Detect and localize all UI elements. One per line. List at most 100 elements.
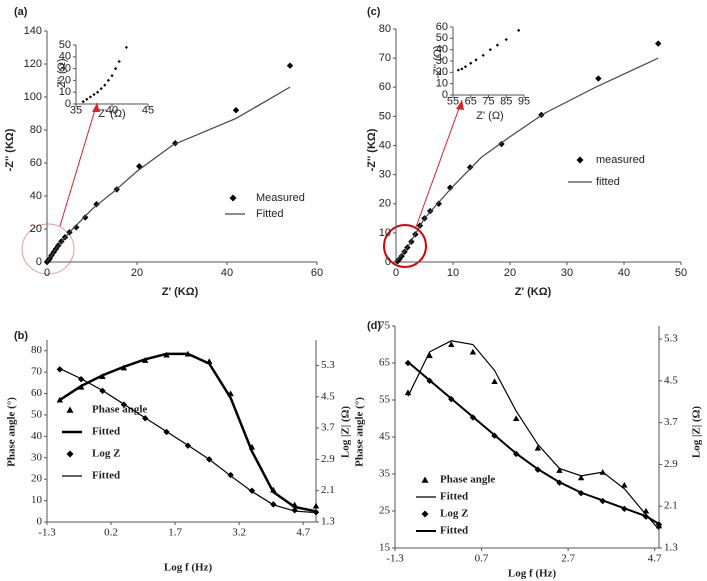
y-tick-label: 55 — [379, 394, 391, 406]
y2-tick-label: 2.1 — [321, 484, 335, 496]
legend-label: Log Z — [440, 508, 468, 520]
legend-label: Measured — [256, 192, 305, 204]
legend-key — [576, 156, 584, 164]
y2-tick-label: 5.3 — [664, 333, 678, 345]
y-tick-label: 60 — [436, 21, 448, 33]
y-axis-label: -Z'' (KΩ) — [366, 128, 378, 171]
y-tick-label: 70 — [379, 52, 391, 64]
legend-key — [421, 476, 429, 483]
x-tick-label: -1.3 — [38, 527, 56, 539]
data-point — [435, 200, 442, 207]
data-point — [466, 164, 474, 171]
x-tick-label: 30 — [561, 267, 573, 279]
x-tick-label: 65 — [465, 95, 477, 107]
data-point — [96, 90, 100, 94]
y-tick-label: 0 — [36, 256, 42, 268]
data-point — [92, 92, 96, 97]
y2-tick-label: 5.3 — [321, 359, 335, 371]
y-tick-label: 20 — [31, 473, 43, 485]
panel-label: (c) — [367, 6, 381, 18]
y-tick-label: 40 — [436, 44, 448, 56]
data-point — [106, 78, 110, 82]
data-point — [448, 341, 455, 348]
y-tick-label: 25 — [379, 505, 391, 517]
x-tick-label: 40 — [618, 267, 630, 279]
y-tick-label: 80 — [31, 344, 43, 356]
y2-tick-label: 1.3 — [664, 542, 678, 554]
arrow-head — [92, 103, 100, 112]
data-point — [495, 43, 499, 47]
data-point — [488, 48, 492, 52]
x-tick-label: 10 — [447, 267, 459, 279]
x-tick-label: 4.7 — [648, 553, 662, 565]
y2-tick-label: 4.5 — [321, 390, 335, 402]
data-point — [556, 467, 563, 473]
zoom-circle — [21, 223, 75, 275]
y-axis-label: -Z'' (KΩ) — [4, 128, 16, 171]
y-tick-label: 45 — [379, 431, 391, 443]
y-tick-label: 60 — [31, 387, 43, 399]
legend-label: Log Z — [92, 448, 120, 460]
data-point — [82, 214, 89, 221]
y-tick-label: 140 — [24, 25, 42, 37]
x-tick-label: 55 — [447, 95, 459, 107]
x-tick-label: 3.2 — [232, 527, 246, 539]
y-tick-label: 30 — [379, 169, 391, 181]
y-tick-label: 65 — [379, 357, 391, 369]
y-tick-label: 10 — [379, 227, 391, 239]
y2-tick-label: 1.3 — [321, 516, 335, 528]
x-tick-label: 75 — [482, 95, 494, 107]
legend-label: Fitted — [440, 491, 468, 503]
fitted-line — [395, 57, 659, 263]
data-point — [93, 201, 100, 208]
y2-tick-label: 3.7 — [664, 416, 678, 428]
y-axis-label: -Z'' (Ω) — [432, 45, 444, 78]
y-tick-label: 0 — [37, 516, 43, 528]
y2-tick-label: 2.9 — [321, 453, 335, 465]
data-point — [81, 100, 85, 104]
y-tick-label: 10 — [31, 494, 43, 506]
y-tick-label: 40 — [31, 430, 43, 442]
y-tick-label: 40 — [379, 139, 391, 151]
y-tick-label: 120 — [24, 58, 42, 70]
y-axis-label: Phase angle (°) — [354, 397, 366, 467]
y-tick-label: 35 — [379, 468, 391, 480]
y-tick-label: 0 — [65, 98, 71, 110]
x-axis-label: Z' (KΩ) — [515, 286, 552, 298]
fitted-line — [407, 361, 660, 525]
data-point — [512, 415, 520, 422]
data-point — [517, 28, 521, 32]
legend-key — [66, 406, 74, 413]
legend-key — [421, 510, 429, 518]
panel-label: (d) — [367, 320, 381, 332]
y-tick-label: 20 — [30, 223, 42, 235]
y-tick-label: 70 — [31, 366, 43, 378]
x-tick-label: 50 — [675, 267, 687, 279]
y-tick-label: 50 — [379, 110, 391, 122]
y2-tick-label: 3.7 — [321, 422, 335, 434]
data-point — [88, 95, 92, 99]
x-tick-label: 35 — [70, 104, 82, 116]
data-point — [117, 59, 121, 64]
x-tick-label: 4.7 — [296, 527, 310, 539]
data-point — [232, 107, 240, 114]
data-point — [534, 444, 542, 451]
legend-key — [66, 450, 74, 458]
data-point — [124, 45, 128, 49]
data-point — [103, 83, 107, 87]
data-point — [110, 74, 114, 78]
y2-tick-label: 2.1 — [664, 500, 678, 512]
panel-label: (b) — [14, 330, 28, 342]
data-point — [398, 252, 405, 260]
x-tick-label: 0 — [44, 267, 50, 279]
legend-label: Fitted — [92, 426, 120, 438]
x-axis-label: Log f (Hz) — [164, 562, 213, 574]
data-point — [577, 474, 585, 481]
y-tick-label: 30 — [436, 55, 448, 67]
x-tick-label: 20 — [504, 267, 516, 279]
y-axis-label: Phase angle (°) — [6, 397, 18, 467]
y2-tick-label: 2.9 — [664, 458, 678, 470]
data-point — [481, 53, 485, 57]
x-axis-label: Log f (Hz) — [508, 568, 557, 580]
